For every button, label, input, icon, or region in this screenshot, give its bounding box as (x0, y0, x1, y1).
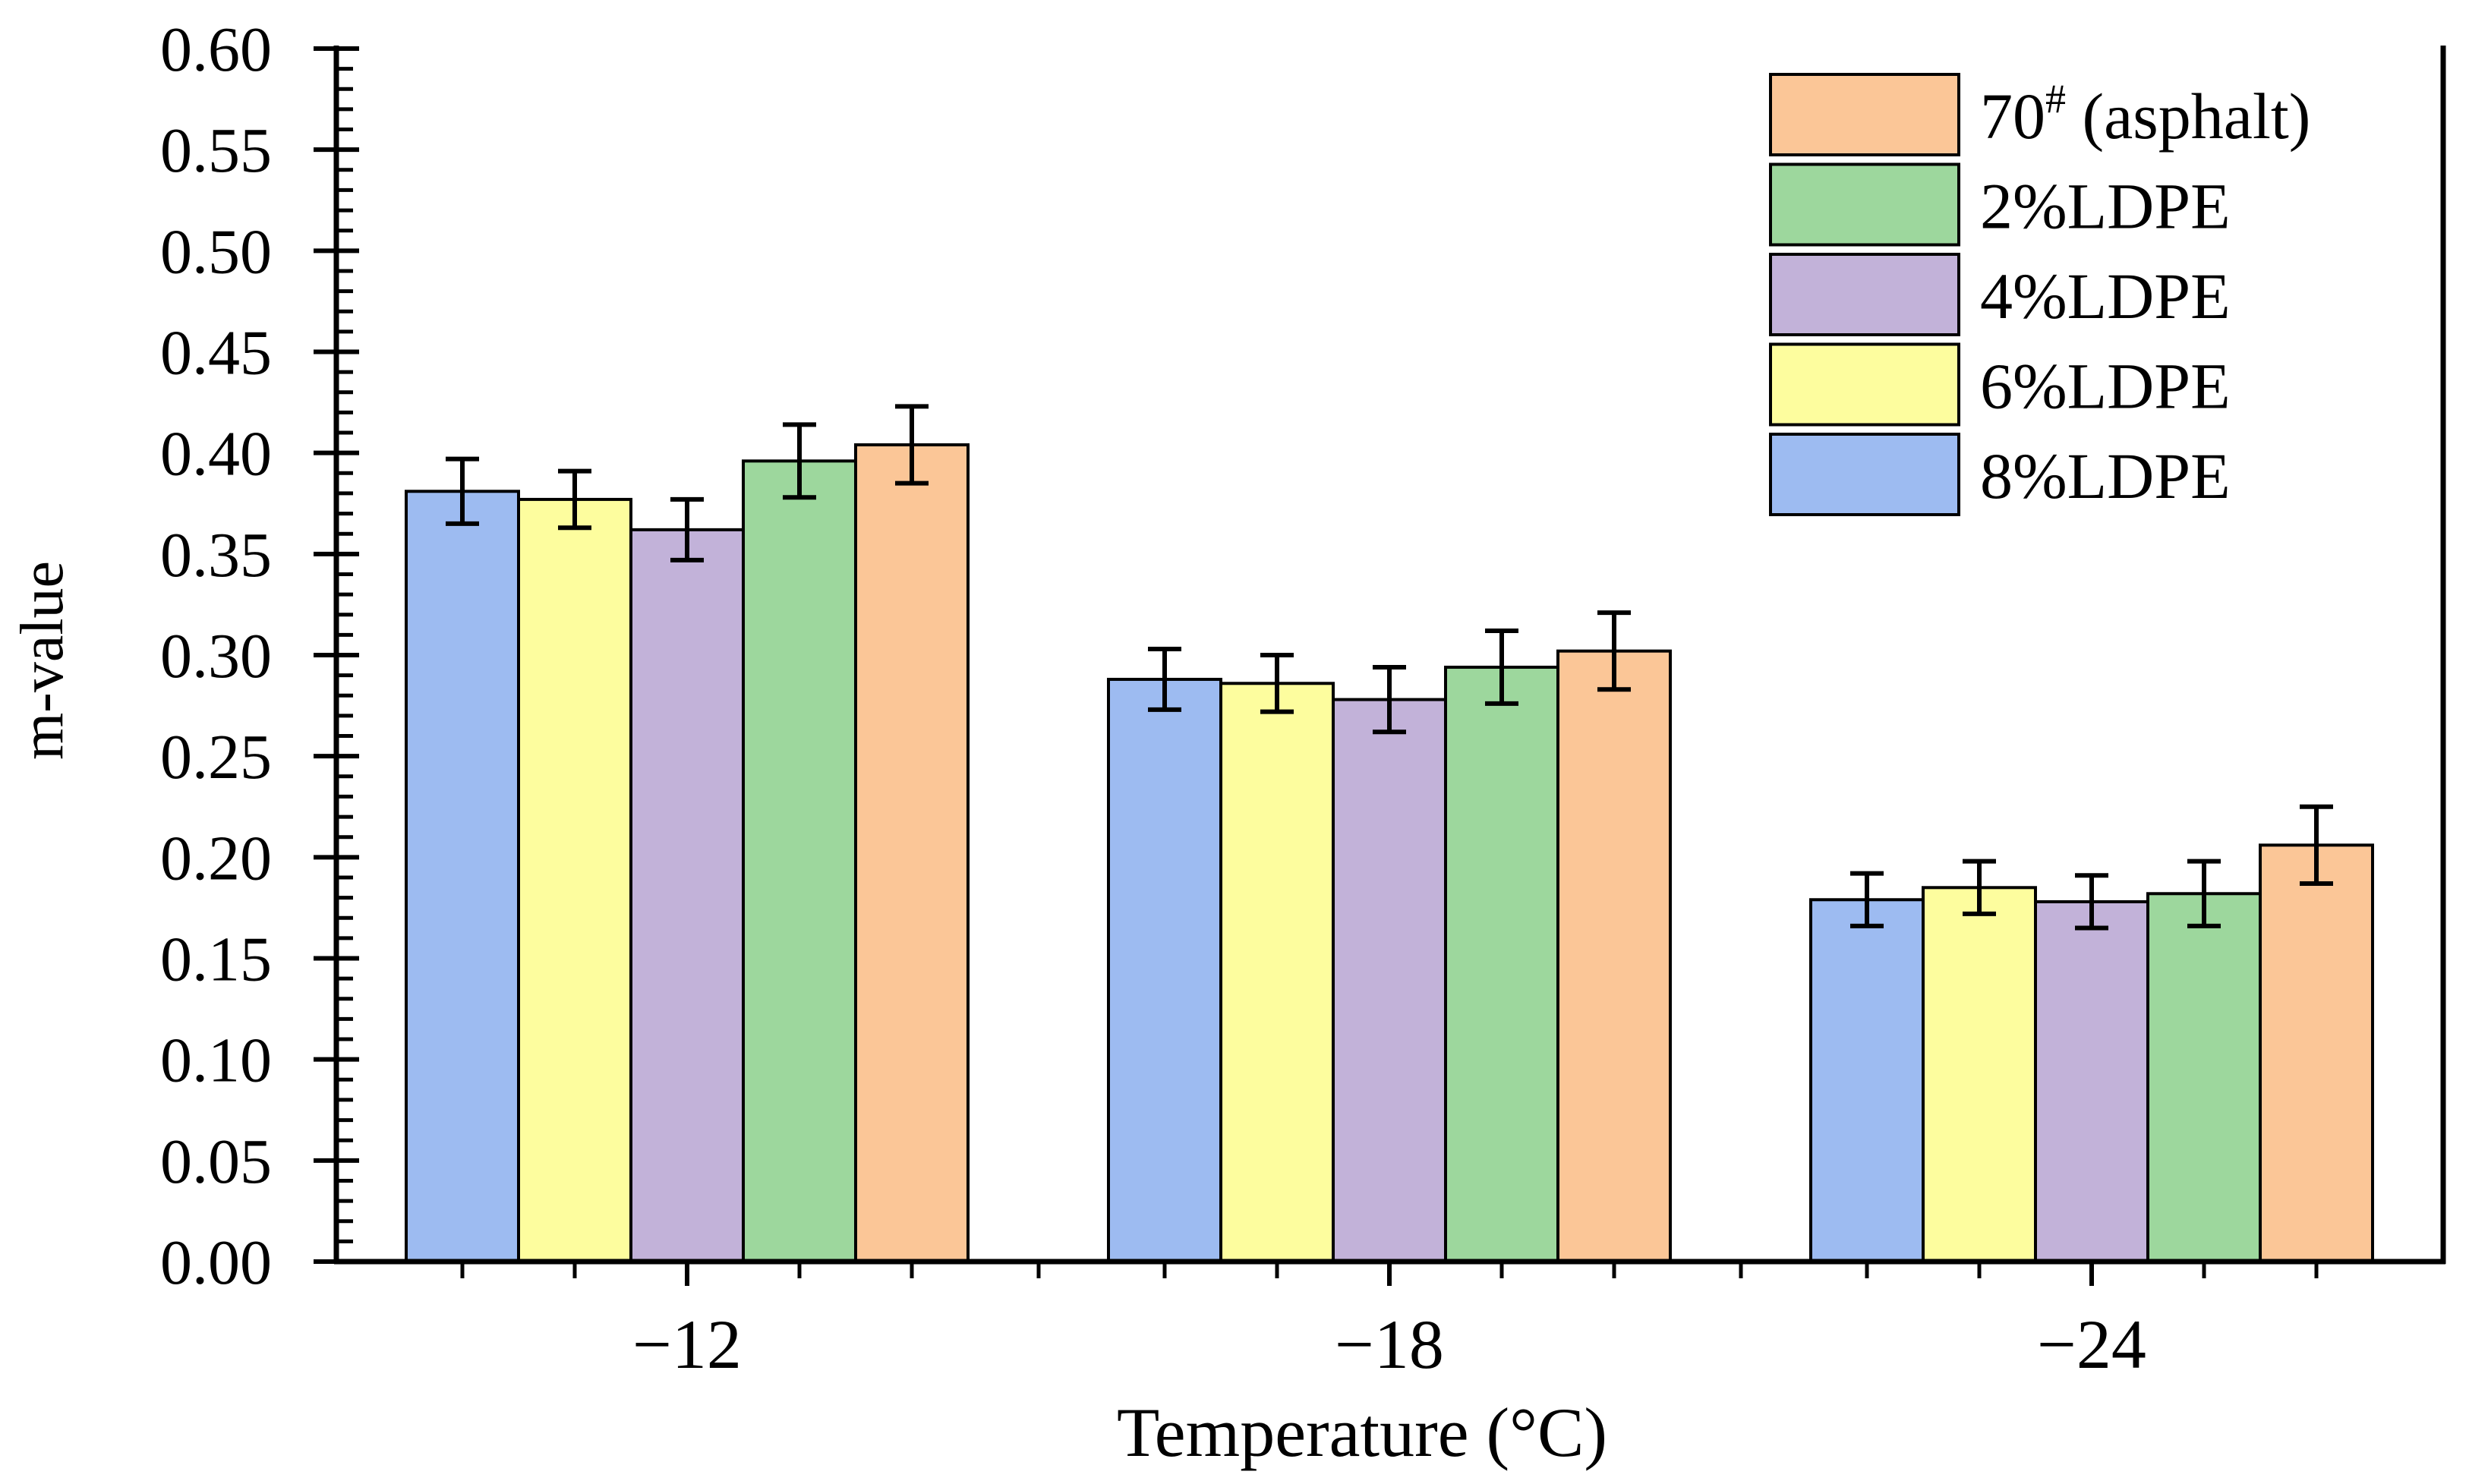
y-tick-label: 0.20 (160, 823, 272, 893)
bar (1107, 677, 1222, 1263)
y-tick-label: 0.40 (160, 419, 272, 490)
y-tick-label: 0.05 (160, 1126, 272, 1197)
legend-label: 6%LDPE (1980, 350, 2231, 423)
bar (742, 459, 857, 1264)
x-tick-label: −12 (632, 1306, 742, 1383)
bar (854, 443, 970, 1263)
x-axis-title: Temperature (°C) (1117, 1394, 1607, 1471)
error-bars-group (446, 404, 2333, 931)
bar (1332, 698, 1447, 1263)
legend-swatch (1769, 73, 1960, 156)
x-tick-label: −18 (1335, 1306, 1444, 1383)
bar (1219, 682, 1335, 1263)
bar (1556, 649, 1672, 1263)
bar (2146, 892, 2262, 1263)
y-axis-title: m-value (9, 561, 76, 760)
bar (1809, 898, 1925, 1263)
x-tick-label: −24 (2037, 1306, 2146, 1383)
bar (2259, 843, 2374, 1264)
y-tick-label: 0.60 (160, 14, 272, 85)
ticks (314, 46, 2319, 1286)
y-tick-label: 0.30 (160, 621, 272, 692)
y-tick-label: 0.25 (160, 722, 272, 792)
tick-labels: 0.00 0.05 0.10 0.15 0.20 0.25 0.30 0.35 0.40 0.45… (160, 14, 2146, 1383)
y-tick-label: 0.55 (160, 115, 272, 186)
legend-label: 70# (asphalt) (1980, 76, 2310, 153)
legend-label: 4%LDPE (1980, 260, 2231, 332)
bar (517, 497, 632, 1263)
bars-group (405, 443, 2374, 1264)
y-tick-label: 0.35 (160, 520, 272, 591)
legend-swatch (1769, 433, 1960, 516)
legend-label: 2%LDPE (1980, 170, 2231, 243)
legend: 70# (asphalt) 2%LDPE 4%LDPE 6%LDPE 8%LDPE (1769, 73, 2310, 516)
legend-swatch (1769, 162, 1960, 247)
y-tick-label: 0.45 (160, 318, 272, 389)
y-tick-label: 0.15 (160, 925, 272, 995)
legend-swatch (1769, 253, 1960, 336)
bar (1922, 886, 2037, 1263)
y-tick-label: 0.50 (160, 216, 272, 287)
y-tick-label: 0.10 (160, 1026, 272, 1096)
legend-label: 8%LDPE (1980, 440, 2231, 512)
legend-swatch (1769, 342, 1960, 427)
bar (2034, 900, 2149, 1263)
bar (1444, 665, 1559, 1263)
y-tick-label: 0.00 (160, 1227, 272, 1298)
bar (405, 490, 520, 1263)
bar (629, 528, 745, 1263)
